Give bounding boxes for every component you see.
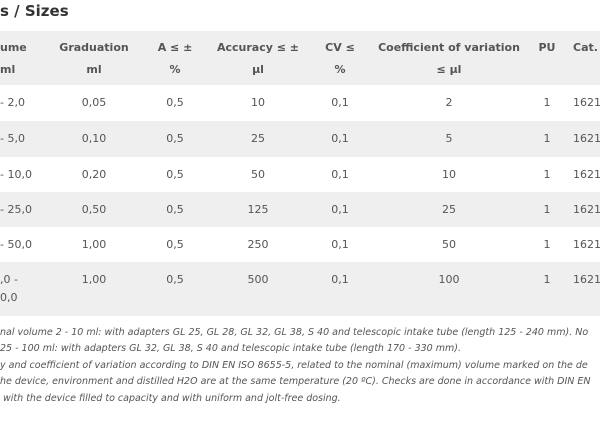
footnote: 25 - 100 ml: with adapters GL 32, GL 38,… — [0, 343, 461, 354]
table-cell: 1621 — [573, 167, 600, 181]
table-cell: 0,1 — [331, 202, 349, 216]
header-cell: ≤ µl — [436, 63, 462, 76]
table-cell: ,0 - — [0, 273, 18, 286]
footnote: y and coefficient of variation according… — [0, 360, 588, 371]
table-cell: 0,1 — [331, 96, 349, 109]
footnote: nal volume 2 - 10 ml: with adapters GL 2… — [0, 327, 589, 338]
table-cell: 50 — [251, 167, 265, 181]
table-cell: 5 — [445, 132, 453, 145]
table-cell: 1 — [543, 273, 551, 286]
table-cell: 0,1 — [331, 132, 349, 145]
table-cell: - 50,0 — [0, 237, 32, 251]
row-background — [0, 192, 600, 227]
table-cell: 1 — [543, 167, 551, 181]
table-cell: 1,00 — [81, 237, 107, 251]
table-cell: 1621 — [573, 132, 600, 145]
table-cell: 50 — [442, 237, 456, 251]
table-cell: 1 — [543, 237, 551, 251]
header-cell: Graduation — [59, 41, 129, 54]
table-cell: 10 — [442, 167, 456, 181]
row-background — [0, 121, 600, 157]
table-cell: - 10,0 — [0, 167, 32, 181]
table-cell: 0,5 — [166, 167, 184, 181]
footnote: he device, environment and distilled H2O… — [0, 376, 591, 387]
footnote: with the device filled to capacity and w… — [0, 393, 341, 404]
table-cell: 0,5 — [166, 96, 184, 109]
table-cell: 2 — [445, 96, 453, 109]
table-cell: 1621 — [573, 202, 600, 216]
table-cell: 1621 — [573, 237, 600, 251]
table-cell: 0,5 — [166, 132, 184, 145]
table-cell: - 25,0 — [0, 202, 32, 216]
table-cell: 1621 — [573, 96, 600, 109]
table-cell: 0,5 — [166, 237, 184, 251]
header-cell: % — [334, 63, 346, 76]
header-cell: µl — [252, 63, 264, 76]
header-cell: PU — [538, 41, 556, 54]
table-cell: 0,20 — [81, 167, 107, 181]
header-cell: % — [169, 63, 181, 76]
header-cell: ume — [0, 41, 27, 54]
table-cell: 0,5 — [166, 202, 184, 216]
table-cell: 0,10 — [81, 132, 107, 145]
table-cell: 10 — [251, 96, 265, 109]
table-cell: 0,1 — [331, 167, 349, 181]
table-cell: 1621 — [573, 273, 600, 286]
table-cell: 1 — [543, 96, 551, 109]
row-background — [0, 262, 600, 316]
header-cell: CV ≤ — [325, 41, 355, 54]
table-cell: 500 — [247, 273, 269, 286]
header-cell: Cat. — [573, 41, 598, 54]
section-title: s / Sizes — [0, 2, 69, 20]
table-cell: - 2,0 — [0, 96, 25, 109]
table-cell: 25 — [251, 132, 265, 145]
table-cell: 0,0 — [0, 291, 18, 304]
table-cell: 0,50 — [81, 202, 107, 216]
row-background — [0, 31, 600, 85]
header-cell: Coefficient of variation — [378, 41, 520, 54]
table-cell: 250 — [247, 237, 269, 251]
header-cell: ml — [86, 63, 102, 76]
table-cell: 0,05 — [81, 96, 107, 109]
header-cell: ml — [0, 63, 16, 76]
header-cell: Accuracy ≤ ± — [216, 41, 300, 54]
header-cell: A ≤ ± — [157, 41, 193, 54]
table-cell: - 5,0 — [0, 132, 25, 145]
table-cell: 1,00 — [81, 273, 107, 286]
table-cell: 1 — [543, 132, 551, 145]
table-cell: 125 — [247, 202, 269, 216]
table-cell: 25 — [442, 202, 456, 216]
table-cell: 0,1 — [331, 237, 349, 251]
table-cell: 0,5 — [166, 273, 184, 286]
table-cell: 100 — [438, 273, 460, 286]
table-cell: 0,1 — [331, 273, 349, 286]
table-cell: 1 — [543, 202, 551, 216]
